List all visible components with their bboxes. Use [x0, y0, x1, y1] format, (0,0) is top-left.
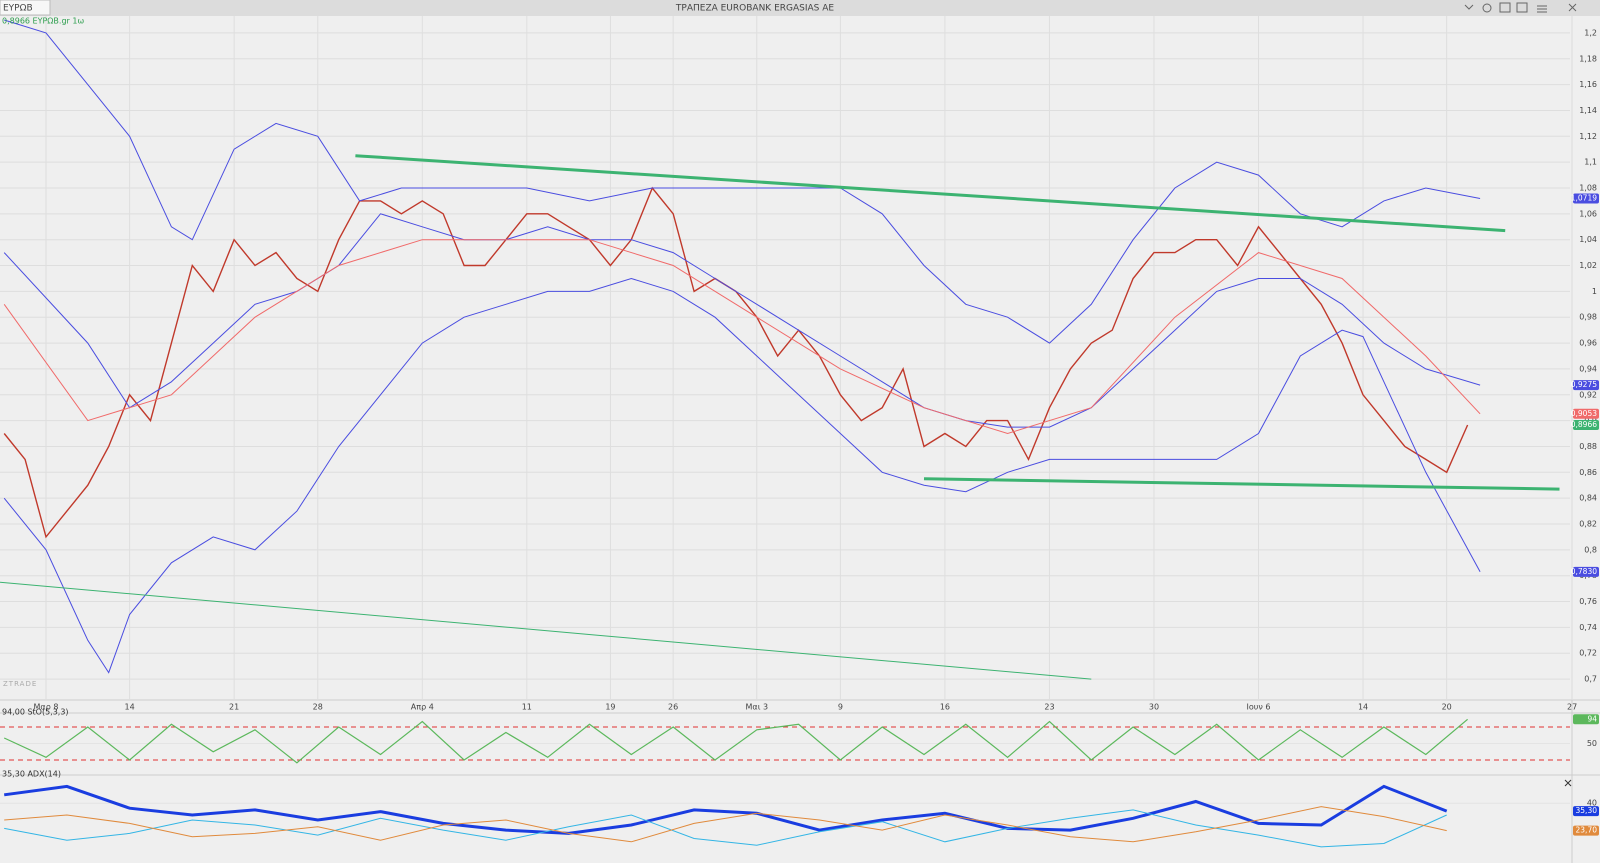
y-tick-label: 1,06: [1579, 209, 1597, 218]
price-label-box: [1573, 380, 1599, 391]
y-tick-label: 0,82: [1579, 520, 1597, 529]
y-tick-label: 0,96: [1579, 339, 1597, 348]
price-label: 0,7830: [1571, 567, 1597, 576]
y-tick-label: 0,98: [1579, 313, 1597, 322]
series-line: [3, 213, 1481, 428]
y-tick-label: 0,74: [1579, 623, 1597, 632]
price-label: 0,9053: [1571, 409, 1597, 418]
x-tick-label: 23: [1044, 703, 1054, 712]
indicator-legend: 0,8966 ΕΥΡΩΒ.gr 1ω: [2, 17, 84, 26]
x-tick-label: 14: [125, 703, 135, 712]
y-tick-label: 0,92: [1579, 390, 1597, 399]
x-tick-label: 20: [1442, 703, 1452, 712]
series-line: [3, 718, 1468, 764]
watermark: ZTRADE: [3, 680, 37, 688]
y-tick-label: 0,76: [1579, 597, 1597, 606]
series-line: [4, 784, 1448, 835]
y-tick-label: 1,1: [1584, 158, 1597, 167]
y-tick-label: 0,7: [1584, 675, 1597, 684]
price-label: 35,30: [1576, 806, 1598, 815]
y-tick-label: 0,72: [1579, 649, 1597, 658]
x-tick-label: Μαι 3: [746, 703, 769, 712]
y-tick-label: 1,14: [1579, 106, 1597, 115]
icon[interactable]: [1499, 2, 1511, 13]
series-line: [3, 239, 1481, 435]
y-tick-label: 0,86: [1579, 468, 1597, 477]
x-tick-label: 9: [838, 703, 843, 712]
y-tick-label: 50: [1587, 739, 1597, 748]
x-tick-label: 26: [668, 703, 678, 712]
price-label-box: [1573, 714, 1599, 725]
window-controls[interactable]: [1464, 2, 1577, 13]
y-tick-label: 0,94: [1579, 364, 1597, 373]
y-tick-label: 1: [1592, 287, 1597, 296]
x-tick-label: 16: [940, 703, 950, 712]
x-tick-label: 11: [522, 703, 532, 712]
y-tick-label: 1,16: [1579, 80, 1597, 89]
price-label: 23,70: [1576, 826, 1598, 835]
y-tick-label: 1,2: [1584, 28, 1597, 37]
price-label: 0,8966: [1571, 420, 1597, 429]
x-tick-label: Μαρ 8: [34, 703, 59, 712]
indicator-legend: 94,00 StO(5,3,3): [2, 708, 69, 717]
trendline: [923, 477, 1560, 491]
series-line: [4, 19, 1481, 344]
y-tick-label: 1,18: [1579, 54, 1597, 63]
y-tick-label: 0,88: [1579, 442, 1597, 451]
y-tick-label: 0,84: [1579, 494, 1597, 503]
trendline: [0, 581, 1092, 680]
price-label: 94: [1587, 714, 1597, 723]
y-tick-label: 1,12: [1579, 132, 1597, 141]
x-tick-label: 21: [229, 703, 239, 712]
y-tick-label: 40: [1587, 799, 1597, 808]
series-line: [4, 806, 1447, 843]
x-tick-label: 27: [1567, 703, 1577, 712]
price-label: 0,9275: [1571, 380, 1597, 389]
y-tick-label: 1,08: [1579, 184, 1597, 193]
series-line: [4, 809, 1447, 848]
x-tick-label: Ιουν 6: [1247, 703, 1271, 712]
x-tick-label: 14: [1358, 703, 1368, 712]
price-label: 1,0719: [1571, 193, 1597, 202]
x-tick-label: Απρ 4: [411, 703, 434, 712]
price-label-box: [1573, 566, 1599, 577]
dropdown[interactable]: [1464, 4, 1474, 10]
price-label-box: [1573, 825, 1599, 836]
trendline: [355, 154, 1506, 233]
series-line: [3, 277, 1481, 674]
x-tick-label: 30: [1149, 703, 1159, 712]
price-label-box: [1573, 420, 1599, 431]
price-label-box: [1573, 193, 1599, 204]
x-tick-label: 28: [313, 703, 323, 712]
x-tick-label: 19: [605, 703, 615, 712]
title-bar: [0, 0, 1600, 16]
y-tick-label: 1,04: [1579, 235, 1597, 244]
panel-close[interactable]: [1564, 779, 1572, 787]
indicator-legend: 35,30 ADX(14): [2, 770, 61, 779]
menu[interactable]: [1537, 5, 1547, 13]
price-label-box: [1573, 408, 1599, 419]
icon[interactable]: [1482, 3, 1492, 13]
symbol[interactable]: ΕΥΡΩΒ: [3, 4, 33, 14]
icon[interactable]: [1516, 2, 1528, 13]
close[interactable]: [1568, 3, 1577, 12]
y-tick-label: 1,02: [1579, 261, 1597, 270]
symbol-box[interactable]: [0, 0, 51, 16]
window-title: ΤΡΑΠΕΖΑ EUROBANK ERGASIAS AE: [675, 4, 834, 14]
price-label-box: [1573, 806, 1599, 817]
y-tick-label: 0,8: [1584, 545, 1597, 554]
